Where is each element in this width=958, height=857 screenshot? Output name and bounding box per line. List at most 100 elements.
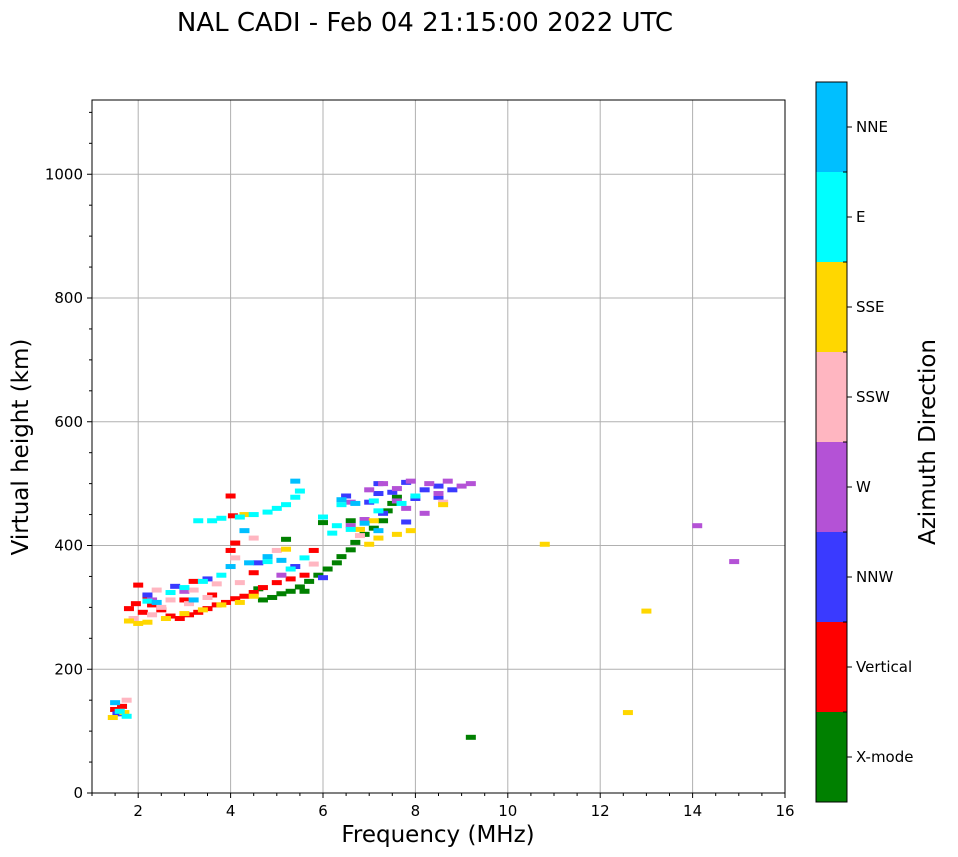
data-point-w xyxy=(465,481,476,487)
data-point-x-mode xyxy=(378,518,389,524)
data-point-nne xyxy=(373,528,384,534)
data-point-nne xyxy=(350,500,361,506)
data-point-ssw xyxy=(354,533,365,539)
data-point-nne xyxy=(151,599,162,605)
data-point-vertical xyxy=(117,703,128,709)
data-point-e xyxy=(165,590,176,596)
data-point-w xyxy=(424,481,435,487)
data-point-ssw xyxy=(271,547,282,553)
data-point-nne xyxy=(239,528,250,534)
data-point-ssw xyxy=(234,580,245,586)
data-point-sse xyxy=(622,710,633,716)
data-point-sse xyxy=(354,526,365,532)
data-point-w xyxy=(442,478,453,484)
data-point-vertical xyxy=(257,585,268,591)
data-point-w xyxy=(456,483,467,489)
colorbar-segment xyxy=(816,532,847,622)
data-point-vertical xyxy=(308,547,319,553)
data-point-e xyxy=(142,598,153,604)
data-point-sse xyxy=(133,620,144,626)
data-point-vertical xyxy=(248,590,259,596)
colorbar-tick-label: SSE xyxy=(856,298,885,316)
data-point-e xyxy=(216,515,227,521)
data-point-e xyxy=(262,559,273,565)
colorbar-tick-label: Vertical xyxy=(856,658,912,676)
data-point-w xyxy=(729,559,740,565)
data-point-vertical xyxy=(285,576,296,582)
plot-area: 2 4 6 8 10 12 14 16 0 200 400 600 800 1000 xyxy=(45,99,795,820)
data-point-e xyxy=(281,502,292,508)
data-point-ssw xyxy=(211,581,222,587)
colorbar-segment xyxy=(816,262,847,352)
plot-background xyxy=(92,100,785,793)
data-point-x-mode xyxy=(267,594,278,600)
data-point-x-mode xyxy=(391,494,402,500)
colorbar-tick-label: W xyxy=(856,478,871,496)
data-point-nnw xyxy=(387,489,398,495)
x-tick-label: 16 xyxy=(775,802,794,820)
data-point-w xyxy=(378,481,389,487)
data-point-w xyxy=(391,486,402,492)
data-point-e xyxy=(271,505,282,511)
data-point-vertical xyxy=(179,597,190,603)
data-point-ssw xyxy=(151,587,162,593)
data-point-nne xyxy=(110,700,121,706)
data-point-nnw xyxy=(433,483,444,489)
data-point-x-mode xyxy=(304,578,315,584)
colorbar-frame xyxy=(815,81,848,803)
data-point-e xyxy=(121,713,132,719)
data-point-nne xyxy=(290,478,301,484)
x-axis-label: Frequency (MHz) xyxy=(341,822,534,848)
y-tick-label: 600 xyxy=(54,413,83,431)
x-tick-label: 10 xyxy=(498,802,517,820)
data-point-w xyxy=(359,517,370,523)
data-point-sse xyxy=(364,541,375,547)
data-point-e xyxy=(262,509,273,515)
data-point-ssw xyxy=(248,535,259,541)
chart-title: NAL CADI - Feb 04 21:15:00 2022 UTC xyxy=(177,8,673,38)
data-point-vertical xyxy=(137,609,148,615)
data-point-ssw xyxy=(156,604,167,610)
data-point-nnw xyxy=(373,491,384,497)
data-point-nne xyxy=(188,597,199,603)
data-point-ssw xyxy=(308,561,319,567)
data-point-vertical xyxy=(248,570,259,576)
grid xyxy=(92,100,786,794)
data-point-sse xyxy=(107,715,118,721)
data-point-e xyxy=(336,502,347,508)
data-point-vertical xyxy=(130,601,141,607)
data-point-sse xyxy=(405,528,416,534)
data-point-e xyxy=(207,518,218,524)
data-point-x-mode xyxy=(276,591,287,597)
data-point-x-mode xyxy=(350,539,361,545)
data-point-sse xyxy=(281,546,292,552)
data-point-e xyxy=(197,578,208,584)
data-point-x-mode xyxy=(336,554,347,560)
data-point-nnw xyxy=(341,493,352,499)
x-tick-label: 6 xyxy=(318,802,328,820)
data-point-e xyxy=(368,498,379,504)
data-point-e xyxy=(373,508,384,514)
data-point-e xyxy=(216,572,227,578)
data-point-nne xyxy=(276,557,287,563)
data-point-e xyxy=(193,518,204,524)
data-point-ssw xyxy=(165,597,176,603)
data-point-e xyxy=(234,514,245,520)
data-point-sse xyxy=(142,619,153,625)
data-point-sse xyxy=(248,593,259,599)
colorbar-segment xyxy=(816,622,847,712)
data-point-nnw xyxy=(447,487,458,493)
data-point-x-mode xyxy=(331,560,342,566)
data-point-vertical xyxy=(271,580,282,586)
x-tick-label: 4 xyxy=(226,802,236,820)
data-point-w xyxy=(419,510,430,516)
data-point-x-mode xyxy=(281,536,292,542)
colorbar-tick-label: SSW xyxy=(856,388,890,406)
data-point-ssw xyxy=(121,697,132,703)
data-point-nnw xyxy=(170,583,181,589)
data-point-e xyxy=(114,708,125,714)
data-point-vertical xyxy=(239,593,250,599)
data-point-e xyxy=(318,514,328,520)
data-point-e xyxy=(248,512,259,518)
